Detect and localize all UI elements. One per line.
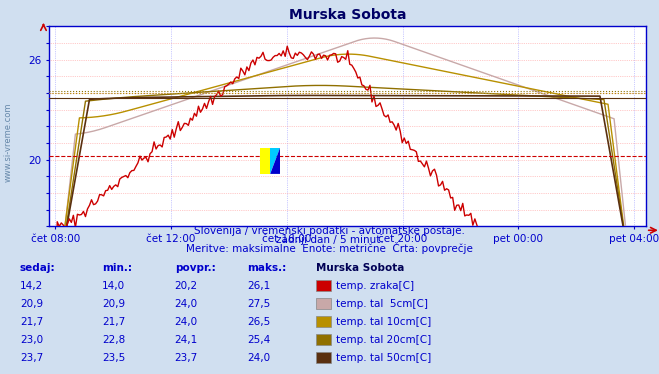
Text: temp. tal 50cm[C]: temp. tal 50cm[C] [336,353,432,363]
Text: 20,9: 20,9 [102,299,125,309]
Text: 23,7: 23,7 [20,353,43,363]
Text: zadnji dan / 5 minut.: zadnji dan / 5 minut. [275,235,384,245]
Text: min.:: min.: [102,263,132,273]
Text: 23,0: 23,0 [20,335,43,345]
Text: Slovenija / vremenski podatki - avtomatske postaje.: Slovenija / vremenski podatki - avtomats… [194,226,465,236]
Text: 23,7: 23,7 [175,353,198,363]
Text: www.si-vreme.com: www.si-vreme.com [3,102,13,182]
Text: 26,5: 26,5 [247,317,270,327]
Text: 21,7: 21,7 [102,317,125,327]
Text: Meritve: maksimalne  Enote: metrične  Črta: povprečje: Meritve: maksimalne Enote: metrične Črta… [186,242,473,254]
Text: 26,1: 26,1 [247,281,270,291]
Text: temp. zraka[C]: temp. zraka[C] [336,281,415,291]
Text: 20,2: 20,2 [175,281,198,291]
Text: 14,0: 14,0 [102,281,125,291]
Title: Murska Sobota: Murska Sobota [289,8,407,22]
Text: 24,0: 24,0 [175,317,198,327]
Text: 23,5: 23,5 [102,353,125,363]
Text: 20,9: 20,9 [20,299,43,309]
Text: 21,7: 21,7 [20,317,43,327]
Text: 24,0: 24,0 [247,353,270,363]
Text: povpr.:: povpr.: [175,263,215,273]
Polygon shape [270,148,280,174]
Text: Murska Sobota: Murska Sobota [316,263,405,273]
Text: temp. tal 10cm[C]: temp. tal 10cm[C] [336,317,432,327]
Text: 22,8: 22,8 [102,335,125,345]
Text: 25,4: 25,4 [247,335,270,345]
Text: maks.:: maks.: [247,263,287,273]
Text: 14,2: 14,2 [20,281,43,291]
Text: 24,0: 24,0 [175,299,198,309]
Text: sedaj:: sedaj: [20,263,55,273]
Text: 27,5: 27,5 [247,299,270,309]
Polygon shape [260,148,270,174]
Polygon shape [270,148,280,174]
Text: temp. tal 20cm[C]: temp. tal 20cm[C] [336,335,432,345]
Text: 24,1: 24,1 [175,335,198,345]
Text: temp. tal  5cm[C]: temp. tal 5cm[C] [336,299,428,309]
